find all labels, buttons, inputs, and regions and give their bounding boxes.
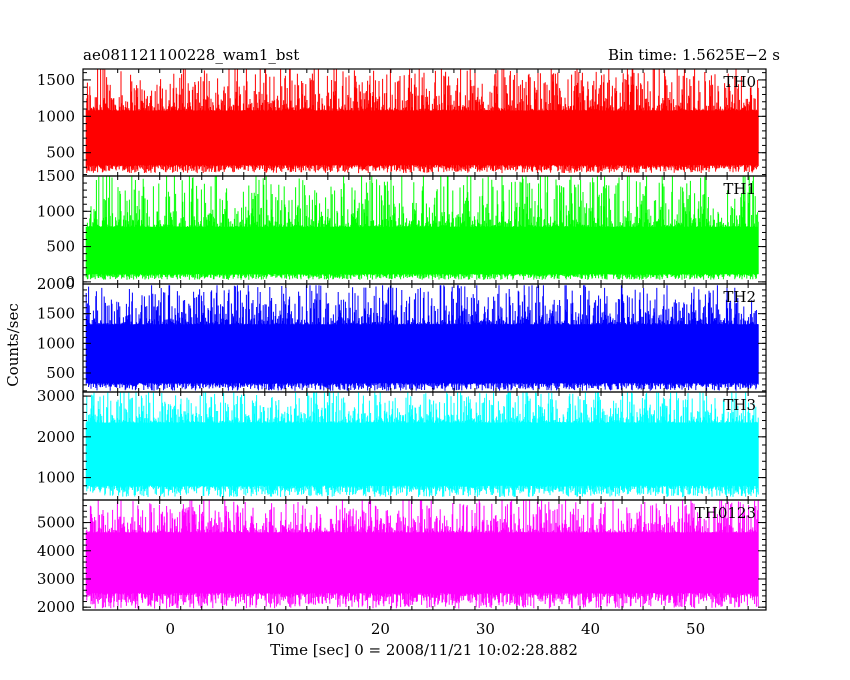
y-tick-label: 500 [46, 238, 75, 256]
panel-th0123: 2000 3000 4000 5000 TH0123 [37, 499, 767, 616]
y-tick-label: 3000 [37, 570, 75, 588]
y-tick-label: 1000 [37, 334, 75, 352]
chart-title: ae081121100228_wam1_bst [83, 46, 299, 64]
x-tick-label: 0 [165, 620, 175, 638]
panel-th3: 1000 2000 3000 TH3 [37, 387, 767, 501]
series-th2 [85, 285, 759, 391]
panels-group: 500 1000 1500 TH0 0 500 1000 1500 TH1 500 1000 1500… [37, 68, 767, 616]
series-th0 [85, 69, 759, 174]
panel-label: TH0 [723, 73, 756, 91]
y-tick-label: 500 [46, 144, 75, 162]
x-tick-label: 50 [686, 620, 705, 638]
series-th0123 [85, 500, 759, 609]
y-tick-label: 5000 [37, 514, 75, 532]
series-th3 [85, 392, 759, 498]
panel-th0: 500 1000 1500 TH0 [37, 68, 767, 177]
y-tick-label: 2000 [37, 428, 75, 446]
series-th1 [85, 176, 759, 280]
panel-th2: 500 1000 1500 2000 TH2 [37, 275, 767, 393]
y-tick-label: 4000 [37, 542, 75, 560]
panel-label: TH2 [723, 288, 756, 306]
panel-label: TH0123 [695, 504, 756, 522]
panel-label: TH1 [723, 180, 756, 198]
y-tick-label: 0 [65, 273, 75, 291]
y-tick-label: 2000 [37, 598, 75, 616]
x-tick-label: 30 [476, 620, 495, 638]
y-tick-label: 1000 [37, 469, 75, 487]
x-axis-label: Time [sec] 0 = 2008/11/21 10:02:28.882 [270, 641, 578, 659]
x-axis: 0 10 20 30 40 50 [165, 620, 705, 638]
x-tick-label: 20 [371, 620, 390, 638]
panel-label: TH3 [723, 396, 756, 414]
y-tick-label: 2000 [37, 275, 75, 293]
panel-th1: 0 500 1000 1500 TH1 [37, 167, 767, 291]
y-tick-label: 1500 [37, 305, 75, 323]
panel-frame [82, 499, 767, 611]
bin-time-label: Bin time: 1.5625E−2 s [608, 46, 780, 64]
x-tick-label: 10 [266, 620, 285, 638]
y-axis-label: Counts/sec [4, 303, 22, 387]
y-tick-label: 3000 [37, 387, 75, 405]
y-tick-label: 500 [46, 364, 75, 382]
y-tick-label: 1000 [37, 107, 75, 125]
y-tick-label: 1500 [37, 71, 75, 89]
y-tick-label: 1500 [37, 167, 75, 185]
y-tick-label: 1000 [37, 202, 75, 220]
x-tick-label: 40 [581, 620, 600, 638]
